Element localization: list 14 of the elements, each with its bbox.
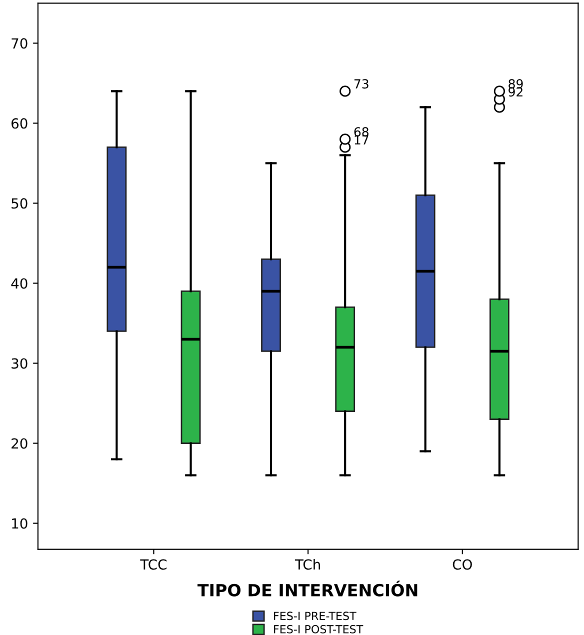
y-tick-label: 50 [12,198,28,209]
legend-label: FES-I PRE-TEST [274,612,356,620]
y-tick-label: 60 [12,118,28,129]
y-tick-label: 70 [12,38,28,49]
x-tick-label: CO [452,559,472,570]
annotation: 73 [354,79,368,89]
y-tick-label: 20 [12,438,28,449]
x-axis-title: TIPO DE INTERVENCIÓN [197,580,418,596]
legend-label: FES-I POST-TEST [274,624,364,634]
y-tick-label: 10 [12,518,28,529]
x-tick-label: TCh [294,558,320,570]
y-tick-label: 30 [12,358,28,369]
x-tick-label: TCC [140,559,166,570]
y-tick-label: 40 [11,278,28,289]
